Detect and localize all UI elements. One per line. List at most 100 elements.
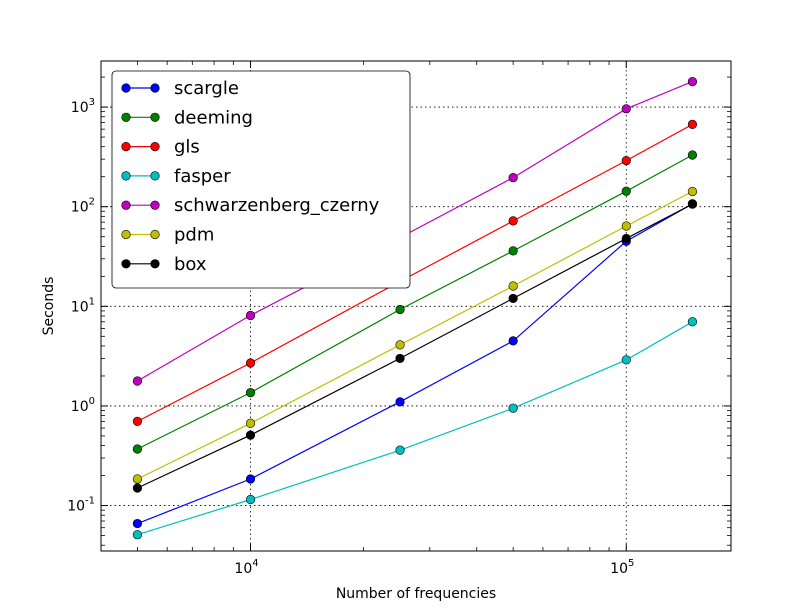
legend-marker [150,259,160,269]
data-point [621,233,631,244]
data-point [395,340,405,350]
data-point [245,358,256,368]
legend-marker [150,200,160,210]
data-point [687,77,698,87]
data-point [621,104,631,114]
data-point [245,474,256,484]
legend-frame [111,70,411,289]
legend-marker [150,229,160,240]
data-point [508,172,518,183]
legend-marker [150,83,160,93]
y-tick-label-base: 10 [71,100,89,116]
y-tick-label-base: 10 [71,299,89,315]
data-point [621,186,631,196]
data-point [132,483,143,493]
legend-item-deeming: deeming [121,107,253,128]
legend-item-scargle: scargle [121,78,239,99]
data-point [508,246,518,256]
series-fasper [132,317,698,540]
legend-item-fasper: fasper [121,166,231,187]
y-tick-label: 103 [71,97,95,116]
legend-item-box: box [121,254,207,275]
legend-label: box [174,254,207,275]
data-point [245,418,256,428]
legend-item-gls: gls [121,137,200,158]
y-tick-label-exponent: 3 [89,97,95,108]
series-line [137,203,693,525]
y-tick-label-exponent: 1 [89,296,95,307]
series-line [137,123,693,422]
y-tick-label: 100 [71,396,95,415]
data-point [132,376,143,386]
legend-marker [150,112,160,122]
data-point [687,186,698,197]
legend-label: schwarzenberg_czerny [174,195,380,216]
y-axis-label: Seconds [41,277,57,336]
data-point [132,474,143,484]
legend-item-schwarzenberg_czerny: schwarzenberg_czerny [121,195,380,216]
legend-marker [121,259,131,269]
data-point [395,353,405,364]
data-point [508,403,518,413]
data-point [621,156,631,166]
data-point [621,355,631,365]
data-point [245,388,256,398]
data-point [687,317,698,327]
data-point [687,150,698,160]
data-point [245,310,256,321]
legend-item-pdm: pdm [121,225,214,246]
x-tick-label-exponent: 4 [252,558,258,569]
data-point [508,281,518,291]
x-tick-label: 105 [610,558,634,577]
series-line [137,154,693,450]
plot-frame [100,60,732,552]
legend: scargle deeming gls fasper schwarzenberg_cze… [111,70,411,289]
y-tick-label: 102 [71,197,95,216]
legend-label: scargle [174,78,239,99]
y-tick-label-base: 10 [71,200,89,216]
data-point [508,336,518,346]
series-pdm [132,186,698,484]
legend-marker [121,171,131,181]
y-tick-label: 10-1 [67,496,95,515]
series-line [137,321,693,536]
y-tick-label-base: 10 [71,399,89,415]
data-point [245,494,256,505]
legend-marker [121,112,131,122]
legend-marker [121,142,131,152]
data-point [508,293,518,304]
legend-marker [150,142,160,152]
data-point [508,216,518,226]
series-line [137,81,693,382]
data-point [621,221,631,231]
data-point [395,304,405,315]
data-point [132,416,143,426]
legend-marker [150,171,160,181]
y-tick-label-exponent: 2 [89,197,95,208]
data-point [687,199,698,209]
legend-marker [121,83,131,93]
y-tick-label-base: 10 [67,499,85,515]
legend-label: pdm [174,225,214,246]
x-tick-label-base: 10 [610,561,628,577]
data-point [132,530,143,540]
series-box [132,199,698,493]
y-tick-label-exponent: 0 [89,396,95,407]
series-line [137,190,693,480]
legend-label: deeming [174,107,253,128]
x-tick-label: 104 [234,558,258,577]
legend-label: gls [174,137,200,158]
data-point [395,445,405,455]
legend-marker [121,229,131,240]
x-axis-label: Number of frequencies [336,586,496,602]
data-point [687,119,698,129]
legend-label: fasper [174,166,231,187]
legend-marker [121,200,131,210]
data-point [245,430,256,440]
x-tick-label-base: 10 [234,561,252,577]
data-point [132,518,143,529]
data-point [395,397,405,407]
data-point [132,444,143,454]
series-line [137,203,693,489]
